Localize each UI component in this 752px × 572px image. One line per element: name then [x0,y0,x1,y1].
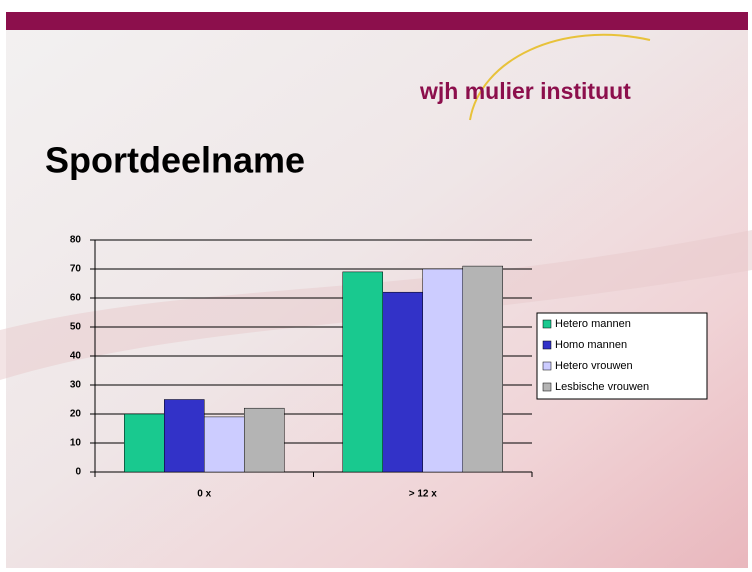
bar [462,265,503,473]
y-tick-label: 70 [70,264,82,275]
bar [422,268,463,473]
bar [204,416,245,473]
legend-label: Homo mannen [555,339,627,351]
logo-arc [469,33,651,121]
legend-swatch [542,361,552,371]
x-tick-label: 0 x [197,489,211,500]
logo: wjh mulier instituut [419,78,631,104]
legend-label: Lesbische vrouwen [555,381,649,393]
y-tick-label: 80 [70,235,82,246]
bar [244,407,285,473]
y-tick-label: 0 [75,467,81,478]
bar [382,291,423,473]
legend-swatch [542,382,552,392]
y-tick-label: 60 [70,293,82,304]
y-tick-label: 10 [70,438,82,449]
bar [342,271,383,473]
y-tick-label: 50 [70,322,82,333]
chart-title: Sportdeelname [45,140,305,181]
bar [124,413,165,473]
legend-swatch [542,319,552,329]
legend-swatch [542,340,552,350]
legend-label: Hetero vrouwen [555,360,633,372]
legend-label: Hetero mannen [555,318,631,330]
y-tick-label: 30 [70,380,82,391]
legend-box [536,312,708,400]
bar [164,399,205,473]
top-bar [6,12,748,30]
y-tick-label: 40 [70,351,82,362]
y-tick-label: 20 [70,409,82,420]
x-tick-label: > 12 x [409,489,438,500]
